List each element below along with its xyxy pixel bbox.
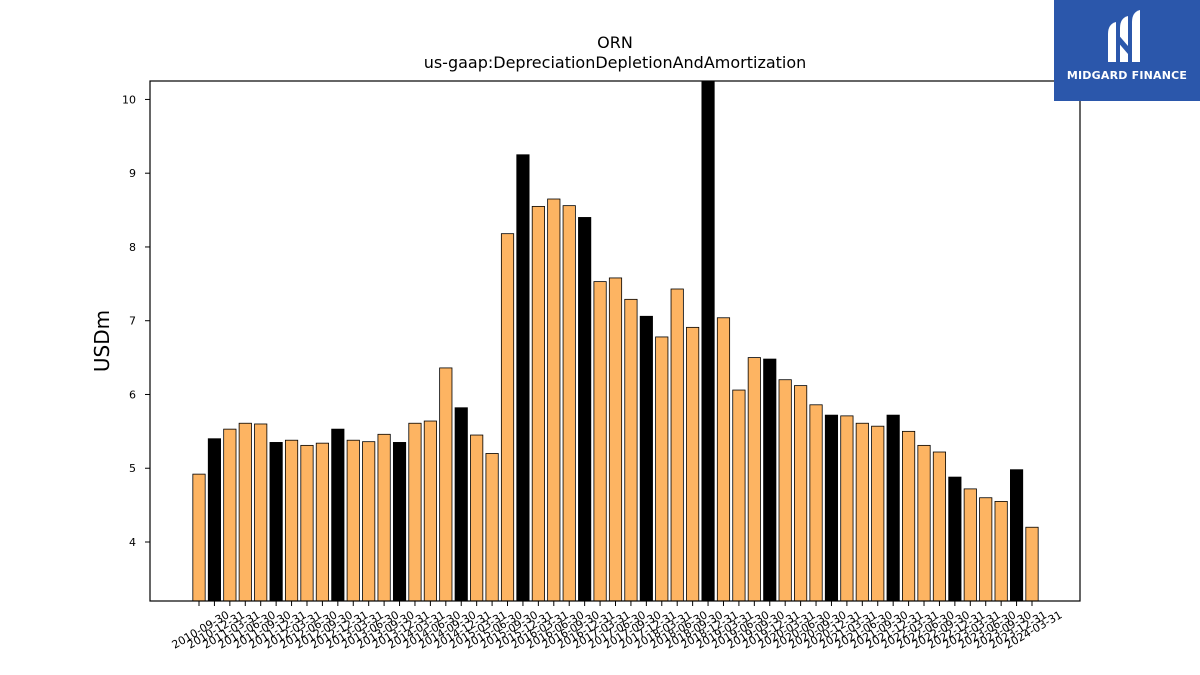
y-tick-label: 5	[129, 462, 136, 475]
bar-2013-09-30	[377, 433, 391, 602]
x-axis-ticks: 2010-09-302010-12-312011-03-312011-06-30…	[170, 601, 1065, 652]
bar-2016-09-30	[562, 205, 576, 602]
bar-2022-06-30	[917, 444, 931, 602]
bar-2011-12-31	[269, 442, 283, 602]
y-tick-label: 10	[122, 93, 136, 106]
bar-2021-06-30	[855, 422, 869, 602]
midgard-m-icon	[1108, 10, 1140, 62]
bar-2023-06-30	[979, 497, 993, 602]
bar-2023-03-31	[963, 488, 977, 602]
bar-2014-06-30	[423, 420, 437, 602]
midgard-finance-logo: MIDGARD FINANCE	[1054, 0, 1200, 101]
bar-2016-06-30	[547, 198, 561, 602]
y-tick-label: 8	[129, 241, 136, 254]
bar-2016-03-31	[531, 205, 545, 602]
bar-2018-06-30	[670, 288, 684, 602]
bar-2012-06-30	[300, 444, 314, 602]
bar-2022-12-31	[948, 476, 962, 602]
bar-2013-03-31	[346, 439, 360, 602]
chart-title: ORN	[597, 33, 633, 52]
bar-2022-03-31	[902, 430, 916, 602]
y-tick-label: 4	[129, 536, 136, 549]
bar-2019-03-31	[716, 317, 731, 602]
bar-2010-12-31	[207, 438, 221, 602]
plot-frame	[149, 80, 1081, 602]
chart-subtitle: us-gaap:DepreciationDepletionAndAmortiza…	[424, 53, 807, 72]
bar-2019-06-30	[732, 389, 746, 602]
bar-2017-03-31	[593, 281, 607, 602]
bar-2023-12-31	[1010, 469, 1024, 602]
bar-2015-03-31	[470, 434, 484, 602]
y-axis-label: USDm	[90, 310, 114, 372]
y-axis-ticks: 4 5 6 7 8 9 10	[122, 93, 150, 549]
bar-2017-09-30	[624, 298, 638, 602]
bar-2017-06-30	[608, 277, 623, 602]
bar-2011-03-31	[223, 428, 237, 602]
bar-2014-03-31	[408, 422, 422, 602]
bar-2010-09-30	[192, 473, 206, 602]
bar-2024-03-31	[1025, 526, 1039, 602]
bar-2015-12-31	[516, 154, 530, 602]
bar-2015-06-30	[485, 453, 499, 602]
bar-2020-03-31	[778, 379, 792, 602]
bar-2018-09-30	[686, 326, 700, 602]
bar-2011-06-30	[238, 422, 252, 602]
bar-2014-12-31	[454, 407, 468, 602]
bar-2013-06-30	[362, 441, 376, 602]
bar-2018-12-31	[701, 80, 715, 602]
bar-2012-09-30	[315, 442, 329, 602]
bar-2020-12-31	[824, 414, 839, 602]
bar-2016-12-31	[578, 217, 592, 602]
bar-2013-12-31	[392, 442, 407, 602]
bar-2021-09-30	[871, 425, 885, 602]
bar-2018-03-31	[655, 336, 669, 602]
bar-2022-09-30	[932, 451, 947, 602]
bar-2020-09-30	[809, 404, 823, 602]
bar-2014-09-30	[439, 367, 453, 602]
bar-2011-09-30	[254, 423, 268, 602]
bar-2021-12-31	[886, 414, 900, 602]
bars-group	[192, 80, 1039, 602]
bar-2012-12-31	[331, 428, 345, 602]
bar-2019-12-31	[763, 358, 777, 602]
bar-2012-03-31	[284, 439, 299, 602]
y-tick-label: 7	[129, 315, 136, 328]
bar-2017-12-31	[639, 315, 653, 602]
y-tick-label: 6	[129, 388, 136, 401]
y-tick-label: 9	[129, 167, 136, 180]
bar-2019-09-30	[747, 357, 761, 602]
bar-2021-03-31	[840, 415, 854, 602]
logo-text: MIDGARD FINANCE	[1066, 69, 1188, 82]
bar-2020-06-30	[794, 385, 808, 602]
bar-2015-09-30	[500, 233, 515, 602]
bar-2023-09-30	[994, 501, 1008, 602]
